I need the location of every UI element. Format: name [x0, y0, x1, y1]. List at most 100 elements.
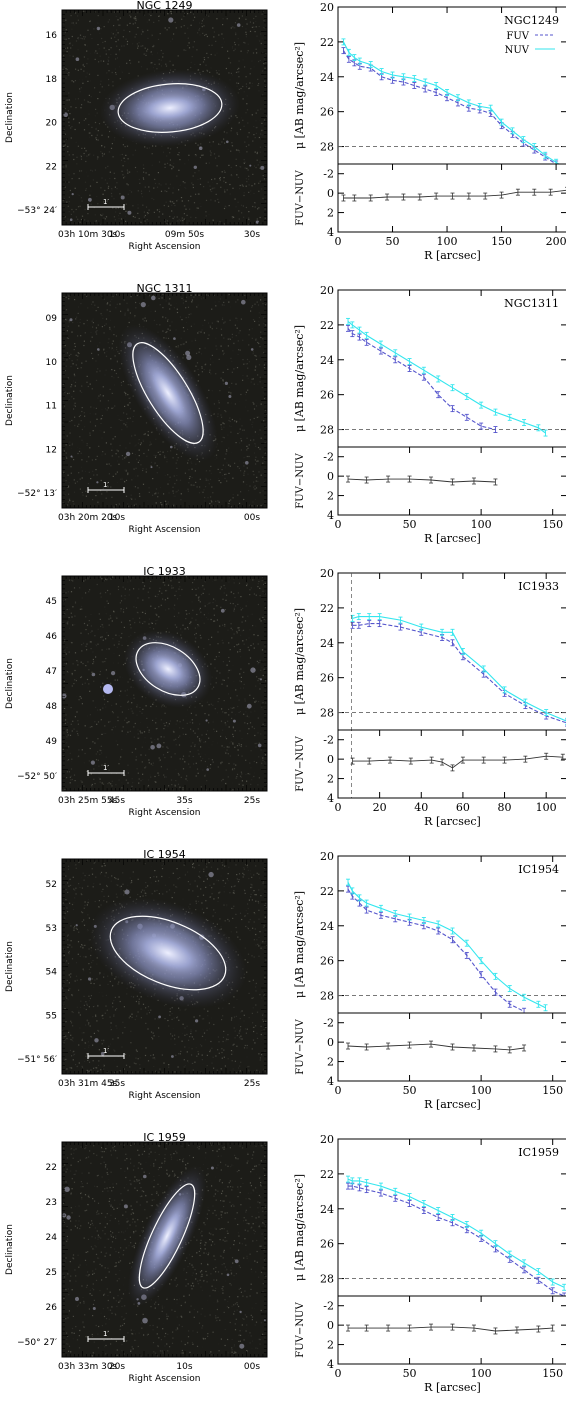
noise-speck — [243, 41, 245, 44]
noise-speck — [78, 450, 81, 452]
background-star — [127, 210, 132, 215]
noise-speck — [95, 706, 97, 708]
noise-speck — [121, 429, 123, 431]
noise-speck — [116, 182, 118, 184]
noise-speck — [92, 658, 94, 661]
noise-speck — [72, 44, 74, 46]
dec-tick-label: 12 — [46, 445, 57, 455]
noise-speck — [123, 177, 125, 179]
noise-speck — [257, 403, 259, 405]
noise-speck — [70, 612, 72, 614]
noise-speck — [197, 597, 200, 599]
noise-speck — [65, 19, 67, 21]
noise-speck — [226, 132, 228, 134]
noise-speck — [77, 367, 79, 369]
noise-speck — [97, 354, 99, 356]
background-star — [69, 318, 73, 322]
noise-speck — [127, 623, 130, 625]
noise-speck — [255, 366, 257, 368]
noise-speck — [220, 763, 222, 765]
noise-speck — [77, 194, 79, 196]
noise-speck — [141, 761, 143, 763]
dec-tick-label: 22 — [46, 162, 57, 172]
noise-speck — [245, 399, 247, 401]
noise-speck — [256, 35, 258, 37]
noise-speck — [87, 661, 89, 663]
noise-speck — [105, 369, 107, 371]
noise-speck — [215, 677, 217, 679]
noise-speck — [91, 388, 93, 390]
noise-speck — [249, 21, 251, 23]
noise-speck — [204, 605, 206, 607]
noise-speck — [222, 353, 224, 356]
noise-speck — [132, 687, 134, 689]
noise-speck — [201, 22, 203, 25]
noise-speck — [258, 83, 260, 85]
noise-speck — [103, 217, 105, 219]
noise-speck — [86, 737, 88, 739]
noise-speck — [204, 754, 206, 756]
noise-speck — [255, 365, 257, 367]
noise-speck — [126, 422, 128, 424]
noise-speck — [64, 613, 66, 615]
noise-speck — [90, 169, 92, 171]
declination-label: Declination — [5, 92, 15, 143]
noise-speck — [191, 301, 193, 303]
noise-speck — [216, 619, 218, 621]
noise-speck — [158, 161, 161, 163]
noise-speck — [228, 656, 230, 659]
noise-speck — [220, 345, 222, 347]
noise-speck — [190, 712, 192, 714]
noise-speck — [231, 47, 233, 49]
noise-speck — [123, 29, 125, 31]
noise-speck — [244, 715, 246, 717]
noise-speck — [180, 455, 182, 458]
noise-speck — [86, 155, 88, 157]
noise-speck — [179, 479, 182, 481]
noise-speck — [74, 80, 76, 82]
noise-speck — [98, 61, 100, 63]
noise-speck — [87, 80, 89, 82]
noise-speck — [66, 337, 68, 339]
noise-speck — [242, 629, 245, 631]
noise-speck — [67, 325, 69, 327]
noise-speck — [65, 663, 67, 665]
noise-speck — [212, 27, 214, 29]
noise-speck — [265, 426, 267, 428]
noise-speck — [213, 686, 215, 688]
noise-speck — [255, 405, 258, 407]
noise-speck — [147, 305, 149, 308]
dec-tick-label: 09 — [46, 314, 58, 324]
noise-speck — [127, 77, 129, 79]
noise-speck — [200, 205, 202, 207]
noise-speck — [79, 696, 81, 698]
noise-speck — [254, 202, 256, 204]
noise-speck — [64, 391, 66, 393]
noise-speck — [137, 487, 139, 489]
noise-speck — [107, 63, 109, 65]
noise-speck — [172, 492, 174, 494]
noise-speck — [89, 434, 91, 436]
noise-speck — [225, 752, 227, 754]
noise-speck — [182, 733, 184, 735]
noise-speck — [104, 189, 106, 192]
noise-speck — [77, 355, 79, 357]
dec-tick-label: 20 — [46, 119, 58, 129]
noise-speck — [162, 598, 164, 600]
noise-speck — [106, 201, 108, 203]
noise-speck — [187, 459, 189, 461]
noise-speck — [206, 69, 208, 71]
noise-speck — [208, 213, 210, 216]
noise-speck — [217, 477, 219, 480]
background-star — [75, 57, 80, 61]
noise-speck — [113, 198, 115, 200]
noise-speck — [166, 458, 168, 460]
noise-speck — [102, 487, 104, 489]
noise-speck — [149, 587, 151, 589]
noise-speck — [81, 428, 83, 431]
noise-speck — [89, 432, 91, 434]
noise-speck — [205, 616, 207, 619]
noise-speck — [84, 332, 86, 334]
noise-speck — [135, 467, 137, 469]
noise-speck — [237, 627, 239, 629]
